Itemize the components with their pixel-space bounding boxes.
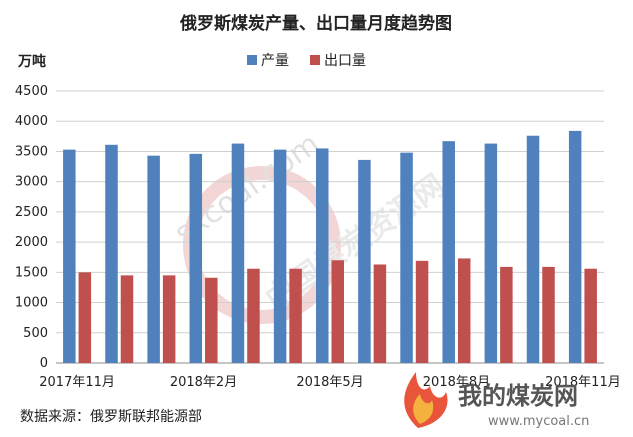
y-tick-label: 3000 [15,175,48,190]
legend: 产量 出口量 [247,53,366,69]
y-axis-ticks: 0 500 1000 1500 2000 2500 3000 3500 4000 4500 [15,84,48,371]
production-bar [568,130,582,363]
y-tick-label: 2000 [15,235,48,250]
y-tick-label: 500 [23,326,48,341]
export-bar [542,266,555,363]
export-bar [162,275,176,363]
export-bar [247,268,260,363]
production-bar [484,143,498,363]
production-bar [442,141,455,363]
y-tick-label: 0 [40,356,48,371]
production-bar [316,148,329,363]
x-tick-label: 2017年11月 [39,375,115,390]
legend-label-production: 产量 [261,53,289,69]
x-tick-label: 2018年11月 [545,375,621,390]
legend-label-export: 出口量 [324,53,366,69]
export-bar [120,275,134,363]
production-bar [105,144,118,363]
production-bar [231,143,245,363]
y-tick-label: 1500 [15,265,48,280]
legend-swatch-production [247,55,257,65]
y-tick-label: 1000 [15,296,48,311]
export-bar [78,272,92,363]
export-bar [331,260,344,363]
source-note: 数据来源：俄罗斯联邦能源部 [20,409,202,425]
production-bar [63,149,76,363]
y-tick-label: 4500 [15,84,48,99]
site-logo: 我的煤炭网 www.mycoal.cn [404,372,589,429]
x-axis-ticks: 2017年11月 2018年2月 2018年5月 2018年8月 2018年11月 [39,375,620,390]
x-tick-label: 2018年5月 [296,375,363,390]
production-bar [526,135,540,363]
logo-name: 我的煤炭网 [458,382,578,410]
export-bar [373,264,387,363]
export-bar [500,266,513,363]
y-tick-label: 3500 [15,144,48,159]
export-bar [457,258,471,363]
production-bar [358,159,371,363]
y-tick-label: 4000 [15,114,48,129]
production-bar [147,155,160,363]
y-axis-unit: 万吨 [17,53,46,70]
production-bar [189,153,203,363]
gridlines [56,90,604,364]
logo-url: www.mycoal.cn [488,414,589,429]
export-bar [415,260,429,363]
export-bar [289,268,302,363]
y-tick-label: 2500 [15,205,48,220]
x-tick-label: 2018年8月 [423,375,490,390]
production-bar [273,149,287,363]
export-bar [205,277,218,363]
legend-swatch-export [310,55,320,65]
production-bar [400,152,413,363]
flame-icon [404,372,448,428]
bars [63,130,597,363]
chart-title: 俄罗斯煤炭产量、出口量月度趋势图 [179,13,452,34]
x-tick-label: 2018年2月 [170,375,237,390]
export-bar [584,268,597,363]
